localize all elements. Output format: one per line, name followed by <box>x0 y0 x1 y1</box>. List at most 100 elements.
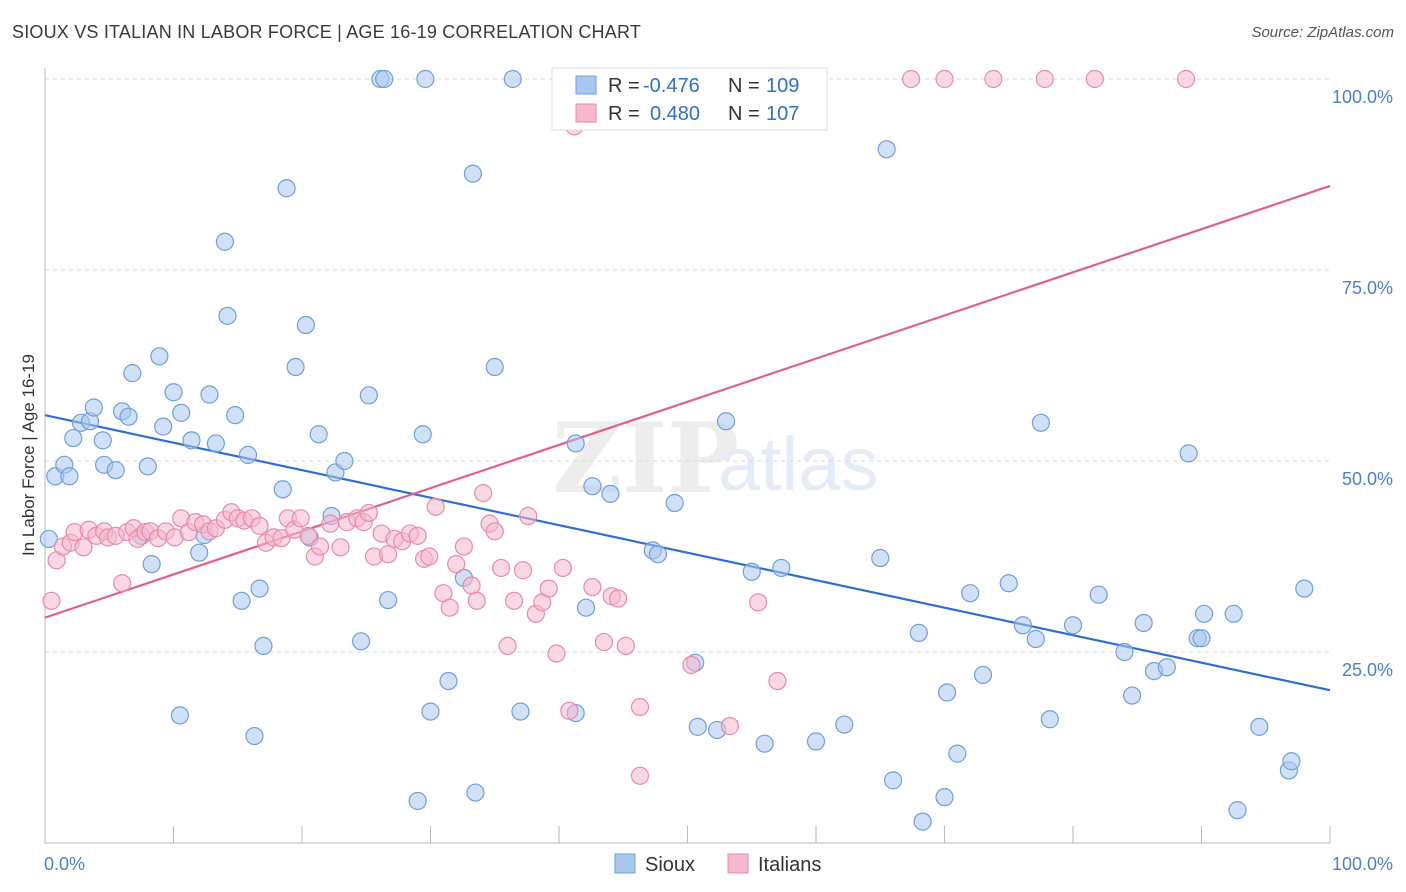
legend-r-value: -0.476 <box>643 75 700 97</box>
legend-swatch-sioux <box>614 853 636 874</box>
sioux-point <box>1282 752 1301 771</box>
grid-lines <box>45 78 1330 653</box>
italians-point <box>112 574 132 593</box>
legend-box <box>551 67 828 131</box>
sioux-point <box>296 315 315 335</box>
axes <box>44 68 1331 844</box>
sioux-point <box>503 69 522 89</box>
italians-point <box>630 697 650 717</box>
sioux-point <box>1228 801 1247 820</box>
sioux-point <box>421 702 440 721</box>
italians-point <box>594 632 614 652</box>
sioux-point <box>511 702 530 721</box>
y-tick-label: 25.0% <box>1342 660 1393 680</box>
italians-point <box>331 538 350 557</box>
italians-point <box>440 598 459 617</box>
sioux-point <box>150 347 169 366</box>
sioux-trend-line <box>44 414 1331 692</box>
sioux-point <box>138 457 157 476</box>
sioux-point <box>375 69 394 89</box>
sioux-point <box>601 484 620 503</box>
sioux-point <box>60 467 79 486</box>
legend-n-label: N = <box>728 75 760 97</box>
sioux-point <box>1123 686 1142 705</box>
sioux-point <box>232 591 251 610</box>
sioux-point <box>466 783 485 802</box>
italians-point <box>1035 69 1054 89</box>
italians-point <box>583 577 602 597</box>
italians-point <box>553 558 572 578</box>
italians-point <box>485 522 504 541</box>
source-credit: Source: ZipAtlas.com <box>1251 24 1394 41</box>
sioux-point <box>359 386 378 405</box>
legend-n-value: 107 <box>766 103 799 125</box>
italians-point <box>560 701 579 720</box>
sioux-point <box>378 590 398 610</box>
sioux-point <box>1026 629 1045 649</box>
italians-point <box>768 671 787 691</box>
italians-point <box>492 558 511 578</box>
sioux-point <box>1224 604 1243 623</box>
sioux-point <box>973 665 993 685</box>
sioux-point <box>1179 444 1198 463</box>
legend-label-italians: Italians <box>758 854 821 876</box>
sioux-point <box>772 558 791 578</box>
y-tick-label: 100.0% <box>1332 87 1393 107</box>
legend-r-label: R = <box>608 103 640 125</box>
sioux-point <box>215 232 234 251</box>
y-tick-label: 75.0% <box>1342 278 1393 298</box>
legend-r-label: R = <box>608 75 640 97</box>
italians-point <box>74 538 93 557</box>
sioux-point <box>1031 413 1050 432</box>
italians-point <box>447 555 466 574</box>
x-tick-label: 100.0% <box>1332 854 1393 874</box>
sioux-point <box>39 529 58 549</box>
italians-point <box>291 509 310 528</box>
legend-label-sioux: Sioux <box>645 854 695 876</box>
sioux-point <box>566 434 585 453</box>
italians-point <box>901 69 921 89</box>
sioux-point <box>64 428 83 448</box>
sioux-point <box>250 579 269 598</box>
italians-point <box>321 514 340 533</box>
y-tick-label: 50.0% <box>1342 469 1393 489</box>
italians-point <box>1085 69 1104 89</box>
italians-point <box>272 529 291 548</box>
sioux-point <box>961 584 980 603</box>
legend-swatch-sioux <box>575 75 597 95</box>
italians-point <box>42 591 61 610</box>
series-legend: Sioux Italians <box>614 853 821 876</box>
sioux-point <box>1250 717 1269 736</box>
italians-point <box>474 483 493 503</box>
sioux-point <box>352 632 371 651</box>
sioux-point <box>806 732 826 751</box>
sioux-point <box>119 407 138 426</box>
sioux-point <box>1115 642 1134 662</box>
italians-point <box>462 576 481 595</box>
legend-n-label: N = <box>728 103 760 125</box>
sioux-point <box>226 406 245 425</box>
italians-point <box>299 526 318 545</box>
sioux-point <box>416 69 435 89</box>
sioux-point <box>245 726 264 746</box>
sioux-point <box>913 812 932 831</box>
italians-point <box>1176 69 1196 89</box>
y-axis-title: In Labor Force | Age 16-19 <box>19 354 38 556</box>
sioux-point <box>277 179 296 198</box>
sioux-point <box>937 683 957 702</box>
sioux-point <box>1192 629 1211 648</box>
sioux-point <box>335 451 354 471</box>
italians-point <box>378 545 398 564</box>
italians-point <box>498 636 517 655</box>
italians-point <box>630 766 650 785</box>
italians-point <box>720 717 740 736</box>
italians-point <box>682 655 701 675</box>
sioux-point <box>1013 616 1032 635</box>
sioux-point <box>1089 585 1108 604</box>
sioux-point <box>439 671 458 691</box>
legend-swatch-italians <box>727 853 749 874</box>
sioux-point <box>142 555 161 574</box>
sioux-point <box>871 548 890 568</box>
legend-r-value: 0.480 <box>650 103 700 125</box>
sioux-point <box>286 357 305 377</box>
